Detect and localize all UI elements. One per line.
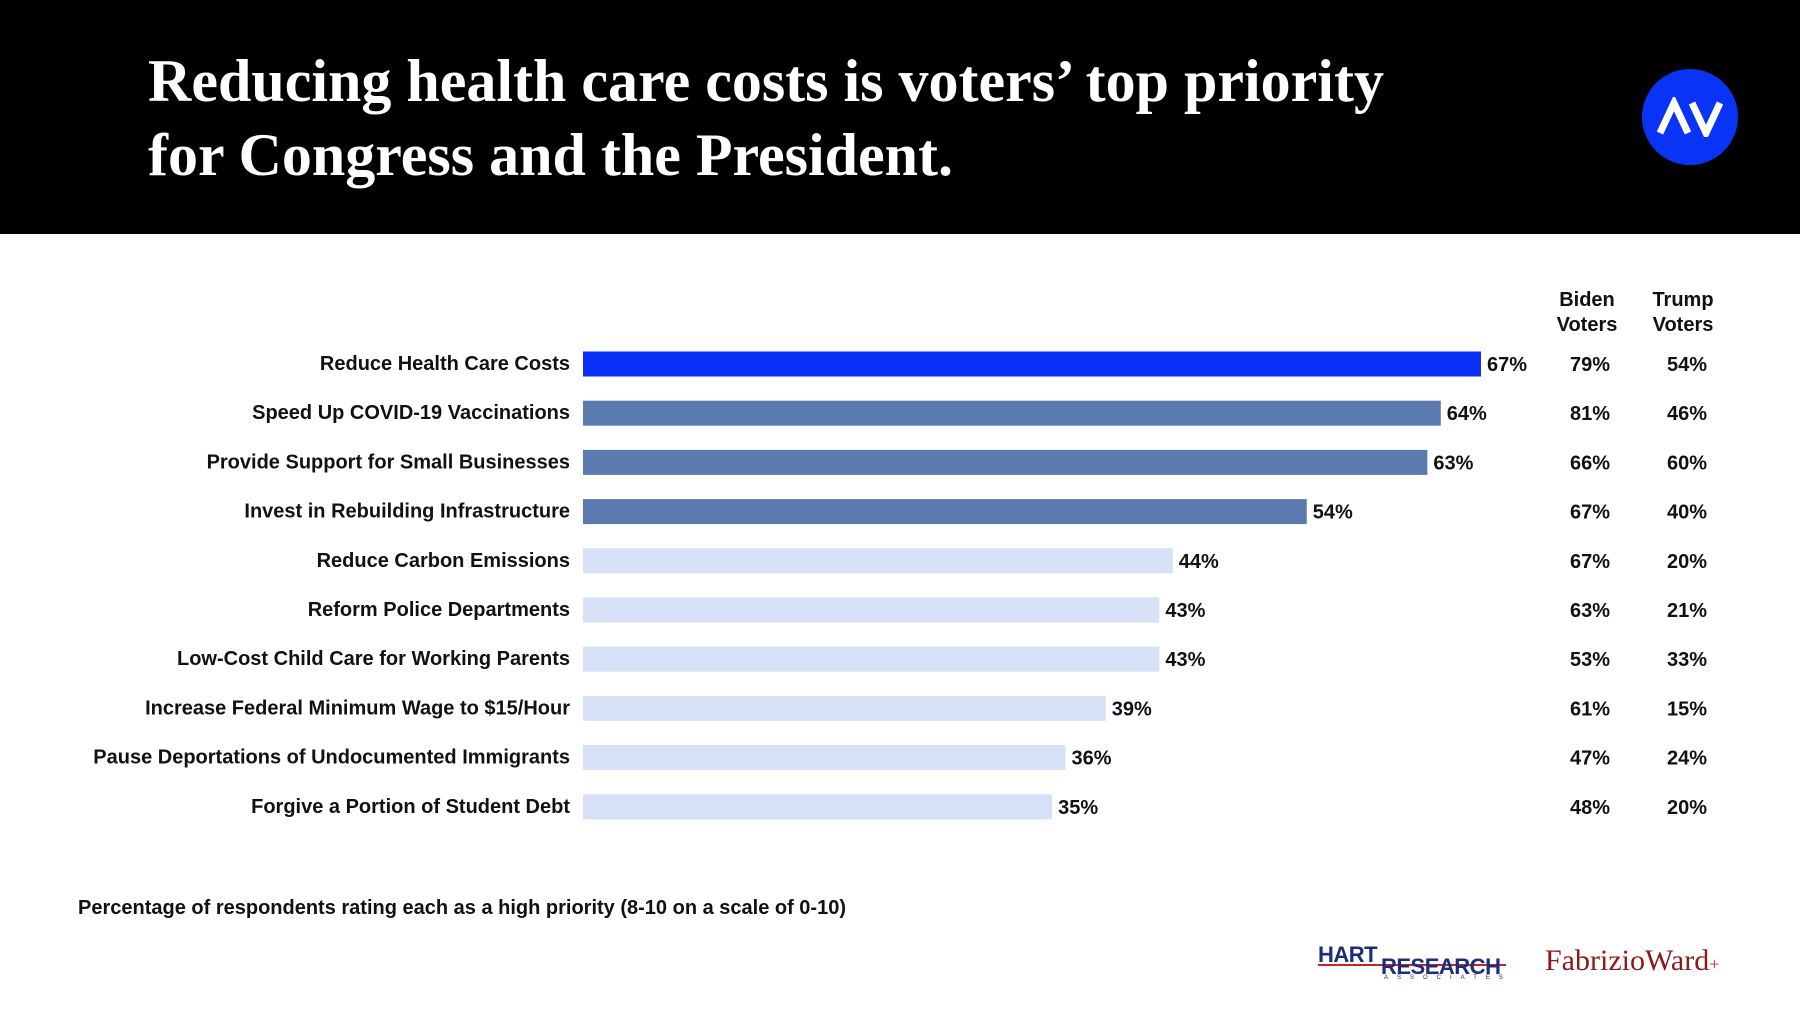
trump-voters-cell: 40% (1667, 502, 1707, 524)
bar (583, 499, 1307, 525)
fabrizio-ward-logo: FabrizioWard+ (1545, 944, 1719, 978)
category-label: Pause Deportations of Undocumented Immig… (93, 747, 570, 769)
fabrizio-logo-plus: + (1709, 954, 1720, 974)
bar-value-label: 67% (1487, 354, 1527, 376)
biden-voters-cell: 79% (1570, 354, 1610, 376)
biden-voters-cell: 66% (1570, 452, 1610, 474)
av-logo-icon: AV (1657, 97, 1723, 137)
category-label: Provide Support for Small Businesses (207, 451, 570, 473)
bar (583, 597, 1160, 623)
hart-logo-word2: RESEARCH (1381, 954, 1501, 979)
trump-voters-cell: 60% (1667, 452, 1707, 474)
trump-voters-cell: 54% (1667, 354, 1707, 376)
biden-voters-cell: 61% (1570, 698, 1610, 720)
bar-value-label: 63% (1433, 452, 1473, 474)
category-label: Forgive a Portion of Student Debt (251, 796, 570, 818)
trump-voters-cell: 33% (1667, 649, 1707, 671)
biden-voters-cell: 67% (1570, 551, 1610, 573)
hart-research-logo: HART RESEARCH ASSOCIATES (1318, 942, 1506, 981)
category-label: Speed Up COVID-19 Vaccinations (252, 402, 570, 424)
category-label: Invest in Rebuilding Infrastructure (244, 501, 570, 523)
biden-header-line1: Biden (1559, 289, 1615, 311)
bar-value-label: 35% (1058, 797, 1098, 819)
fabrizio-logo-text: FabrizioWard (1545, 944, 1710, 977)
category-label: Reform Police Departments (308, 599, 570, 621)
page-title: Reducing health care costs is voters’ to… (148, 44, 1528, 192)
trump-voters-cell: 20% (1667, 797, 1707, 819)
bar-value-label: 36% (1072, 748, 1112, 770)
bar (583, 449, 1428, 475)
bar-value-label: 43% (1165, 600, 1205, 622)
biden-voters-cell: 81% (1570, 403, 1610, 425)
category-label: Low-Cost Child Care for Working Parents (177, 648, 570, 670)
bar-value-label: 44% (1179, 551, 1219, 573)
category-label: Reduce Carbon Emissions (317, 550, 570, 572)
bar (583, 646, 1160, 672)
bar-value-label: 39% (1112, 698, 1152, 720)
trump-voters-cell: 24% (1667, 748, 1707, 770)
trump-header-line2: Voters (1652, 314, 1714, 336)
bar (583, 695, 1106, 721)
category-label: Reduce Health Care Costs (320, 353, 570, 375)
biden-voters-header: Biden Voters (1532, 288, 1642, 338)
header-banner: Reducing health care costs is voters’ to… (0, 0, 1800, 234)
trump-voters-cell: 20% (1667, 551, 1707, 573)
av-logo: AV (1642, 69, 1738, 165)
trump-voters-cell: 21% (1667, 600, 1707, 622)
hart-logo-word3: ASSOCIATES (1384, 975, 1512, 981)
trump-voters-cell: 46% (1667, 403, 1707, 425)
trump-voters-header: Trump Voters (1628, 288, 1738, 338)
title-line-1: Reducing health care costs is voters’ to… (148, 48, 1384, 114)
hart-logo-word1: HART (1318, 942, 1378, 967)
biden-voters-cell: 63% (1570, 600, 1610, 622)
biden-voters-cell: 67% (1570, 502, 1610, 524)
hart-logo-rule (1318, 964, 1506, 966)
priority-bar-chart: Reduce Health Care Costs 67% 79% 54% Speed U… (93, 351, 1707, 820)
title-line-2: for Congress and the President. (148, 122, 954, 188)
bar (583, 351, 1481, 377)
trump-voters-cell: 15% (1667, 698, 1707, 720)
bar (583, 548, 1173, 574)
biden-header-line2: Voters (1556, 314, 1618, 336)
footnote: Percentage of respondents rating each as… (78, 897, 846, 919)
biden-voters-cell: 53% (1570, 649, 1610, 671)
bar-value-label: 43% (1165, 649, 1205, 671)
bar-value-label: 54% (1313, 502, 1353, 524)
bar (583, 794, 1053, 820)
bar (583, 400, 1441, 426)
biden-voters-cell: 48% (1570, 797, 1610, 819)
bar (583, 745, 1066, 771)
trump-header-line1: Trump (1652, 289, 1714, 311)
category-label: Increase Federal Minimum Wage to $15/Hou… (145, 697, 570, 719)
bar-value-label: 64% (1447, 403, 1487, 425)
biden-voters-cell: 47% (1570, 748, 1610, 770)
